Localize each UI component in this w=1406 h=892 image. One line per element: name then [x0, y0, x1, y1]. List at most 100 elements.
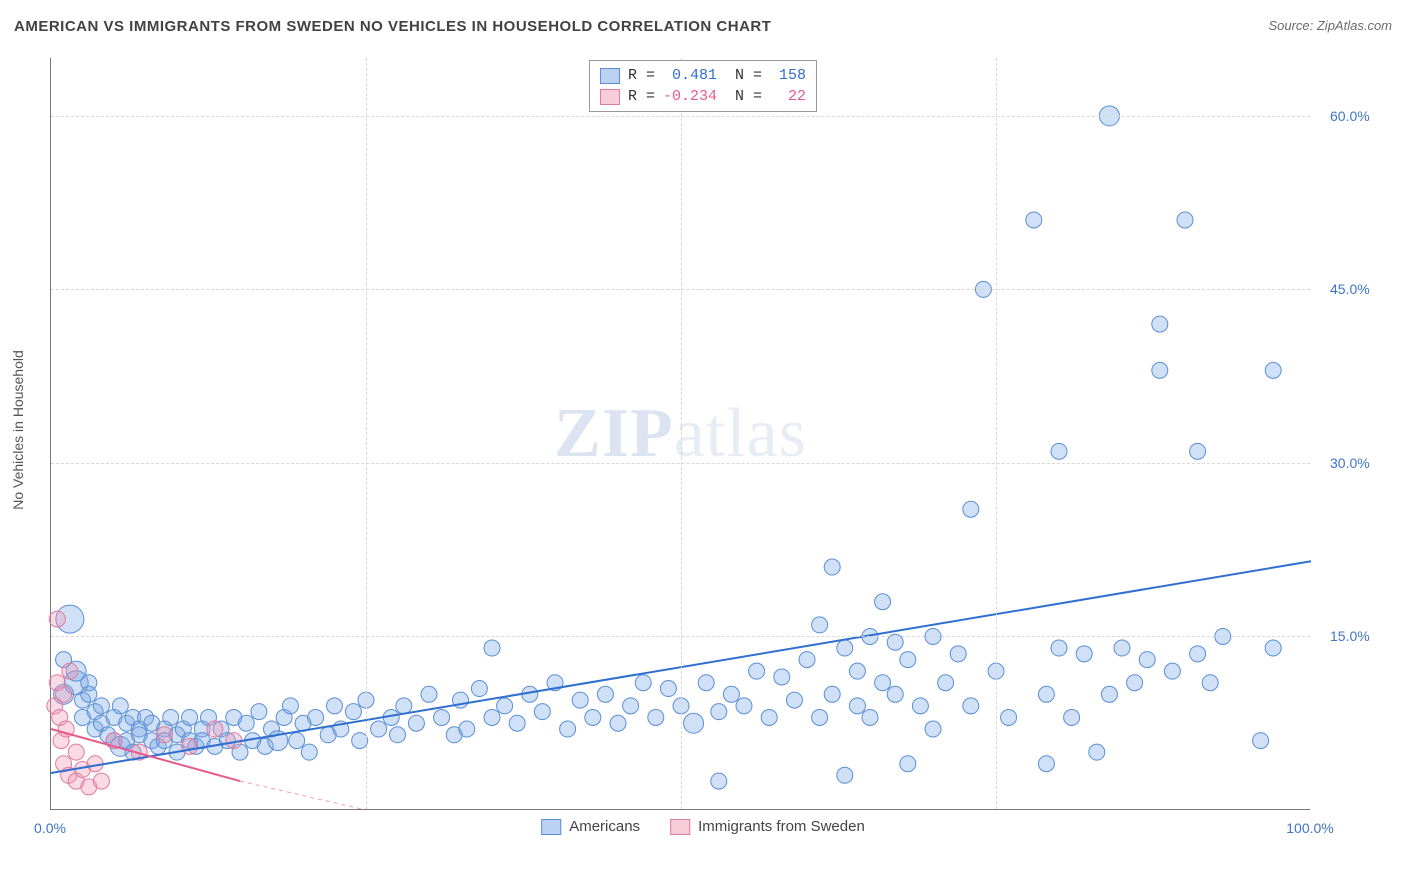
scatter-point [963, 698, 979, 714]
scatter-point [484, 640, 500, 656]
scatter-point [1152, 362, 1168, 378]
scatter-point [308, 709, 324, 725]
scatter-point [345, 704, 361, 720]
chart-title: AMERICAN VS IMMIGRANTS FROM SWEDEN NO VE… [14, 18, 771, 35]
scatter-point [925, 721, 941, 737]
scatter-point [1038, 686, 1054, 702]
scatter-point [610, 715, 626, 731]
scatter-point [163, 709, 179, 725]
stats-box: R =0.481N =158R =-0.234N =22 [589, 60, 817, 112]
scatter-point [156, 727, 172, 743]
scatter-point [289, 733, 305, 749]
gridline [366, 58, 367, 809]
scatter-point [684, 713, 704, 733]
scatter-point [1101, 686, 1117, 702]
scatter-point [251, 704, 267, 720]
scatter-point [1127, 675, 1143, 691]
legend-item: Immigrants from Sweden [670, 818, 865, 835]
stats-row: R =0.481N =158 [600, 65, 806, 86]
scatter-point [81, 686, 97, 702]
scatter-point [282, 698, 298, 714]
scatter-point [900, 756, 916, 772]
scatter-point [1089, 744, 1105, 760]
scatter-point [93, 698, 109, 714]
scatter-point [1177, 212, 1193, 228]
legend-label: Immigrants from Sweden [698, 818, 865, 835]
stats-swatch [600, 68, 620, 84]
scatter-point [238, 715, 254, 731]
scatter-point [723, 686, 739, 702]
scatter-point [837, 640, 853, 656]
stats-row: R =-0.234N =22 [600, 86, 806, 107]
gridline [996, 58, 997, 809]
scatter-point [371, 721, 387, 737]
scatter-point [711, 704, 727, 720]
scatter-point [824, 686, 840, 702]
scatter-point [597, 686, 613, 702]
scatter-point [1152, 316, 1168, 332]
stats-n-value: 158 [770, 65, 806, 86]
source-label: Source: ZipAtlas.com [1268, 18, 1392, 33]
scatter-point [950, 646, 966, 662]
x-tick-label: 100.0% [1286, 820, 1333, 836]
scatter-point [774, 669, 790, 685]
scatter-point [912, 698, 928, 714]
scatter-point [1253, 733, 1269, 749]
scatter-point [736, 698, 752, 714]
y-tick-label: 15.0% [1330, 628, 1370, 644]
scatter-point [1051, 640, 1067, 656]
legend-label: Americans [569, 818, 640, 835]
scatter-point [1051, 443, 1067, 459]
scatter-point [93, 773, 109, 789]
scatter-point [471, 681, 487, 697]
scatter-point [1265, 362, 1281, 378]
trend-line-dash [240, 781, 366, 810]
scatter-point [711, 773, 727, 789]
scatter-point [1001, 709, 1017, 725]
scatter-point [1202, 675, 1218, 691]
scatter-point [396, 698, 412, 714]
scatter-point [849, 698, 865, 714]
scatter-point [824, 559, 840, 575]
legend-swatch [541, 819, 561, 835]
scatter-point [534, 704, 550, 720]
scatter-point [421, 686, 437, 702]
stats-n-label: N = [735, 65, 762, 86]
scatter-point [572, 692, 588, 708]
scatter-point [812, 709, 828, 725]
plot-area: ZIPatlas [50, 58, 1310, 810]
stats-r-value: -0.234 [663, 86, 717, 107]
scatter-point [1190, 443, 1206, 459]
scatter-point [408, 715, 424, 731]
scatter-point [62, 663, 78, 679]
scatter-point [635, 675, 651, 691]
stats-r-label: R = [628, 86, 655, 107]
scatter-point [812, 617, 828, 633]
scatter-point [1265, 640, 1281, 656]
stats-swatch [600, 89, 620, 105]
scatter-point [786, 692, 802, 708]
scatter-point [1076, 646, 1092, 662]
scatter-point [497, 698, 513, 714]
scatter-point [875, 594, 891, 610]
scatter-point [1026, 212, 1042, 228]
scatter-point [887, 686, 903, 702]
scatter-point [56, 686, 72, 702]
legend-swatch [670, 819, 690, 835]
title-bar: AMERICAN VS IMMIGRANTS FROM SWEDEN NO VE… [14, 18, 1392, 42]
scatter-point [660, 681, 676, 697]
scatter-point [837, 767, 853, 783]
scatter-point [390, 727, 406, 743]
scatter-point [49, 611, 65, 627]
scatter-point [484, 709, 500, 725]
scatter-point [112, 698, 128, 714]
y-axis-label: No Vehicles in Household [10, 350, 26, 510]
scatter-point [68, 744, 84, 760]
scatter-point [585, 709, 601, 725]
x-tick-label: 0.0% [34, 820, 66, 836]
bottom-legend: Americans Immigrants from Sweden [541, 818, 865, 835]
scatter-point [1064, 709, 1080, 725]
scatter-point [799, 652, 815, 668]
y-tick-label: 60.0% [1330, 108, 1370, 124]
scatter-point [862, 709, 878, 725]
